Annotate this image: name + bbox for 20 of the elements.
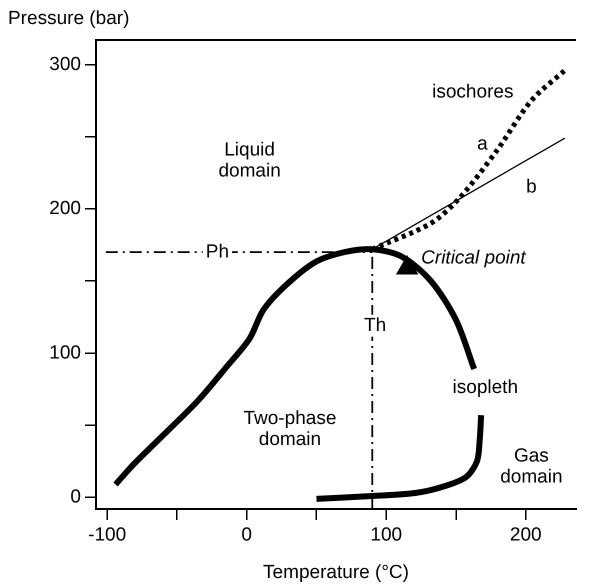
y-tick-label: 0 (70, 486, 81, 508)
y-axis-title: Pressure (bar) (8, 8, 130, 29)
x-tick-label: 100 (370, 524, 402, 546)
x-tick-label: 0 (241, 524, 252, 546)
annotation: Th (364, 314, 386, 336)
x-tick-label: -100 (88, 524, 126, 546)
y-tick-label: 300 (49, 54, 81, 75)
annotation: Gas domain (500, 446, 563, 488)
annotation: a (477, 133, 488, 154)
y-tick-label: 100 (49, 342, 81, 364)
annotation: b (526, 176, 537, 198)
y-tick-label: 200 (49, 198, 81, 220)
annotation: Liquid domain (218, 140, 281, 182)
annotation: Two-phase domain (243, 408, 336, 450)
annotation: isopleth (452, 376, 518, 398)
annotation: Critical point (421, 247, 526, 268)
x-axis-title: Temperature (°C) (263, 562, 409, 583)
x-tick-label: 200 (510, 524, 542, 546)
annotation: Ph (206, 241, 230, 262)
annotation: isochores (432, 81, 514, 102)
